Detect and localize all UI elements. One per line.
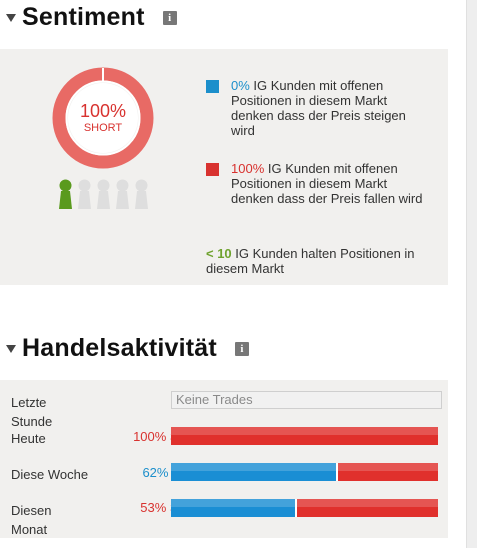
client-count-value: < 10 xyxy=(206,246,232,261)
person-icon xyxy=(78,179,91,209)
row-label-today: Heute xyxy=(11,431,46,446)
short-description: IG Kunden mit offenen Positionen in dies… xyxy=(231,161,423,206)
donut-percent: 100% xyxy=(79,101,127,121)
collapse-triangle-icon xyxy=(6,344,16,353)
page-scroll-strip xyxy=(466,0,477,548)
long-description: IG Kunden mit offenen Positionen in dies… xyxy=(231,78,406,138)
activity-section-toggle[interactable]: Handelsaktivität i xyxy=(6,334,249,363)
long-color-swatch xyxy=(206,80,219,93)
no-trades-field: Keine Trades xyxy=(171,391,442,409)
sentiment-donut-chart xyxy=(52,67,154,169)
collapse-triangle-icon xyxy=(6,13,16,22)
sentiment-title: Sentiment xyxy=(22,3,145,31)
person-icon xyxy=(97,179,110,209)
person-icon xyxy=(135,179,148,209)
client-count-icons xyxy=(57,179,150,209)
sentiment-section-toggle[interactable]: Sentiment i xyxy=(6,3,177,32)
info-icon[interactable]: i xyxy=(234,341,249,356)
donut-center xyxy=(68,83,138,153)
short-segment xyxy=(338,463,438,481)
legend-long: 0% IG Kunden mit offenen Positionen in d… xyxy=(206,78,431,138)
activity-title: Handelsaktivität xyxy=(22,334,217,362)
bar-week xyxy=(171,463,438,481)
donut-label-group: 100% SHORT xyxy=(52,67,154,169)
row-label-last-hour: Letzte Stunde xyxy=(11,395,53,429)
info-icon[interactable]: i xyxy=(162,10,177,25)
segment-divider xyxy=(295,499,297,517)
person-icon-highlighted xyxy=(59,179,72,209)
short-color-swatch xyxy=(206,163,219,176)
long-segment xyxy=(171,463,336,481)
bar-month xyxy=(171,499,438,517)
segment-divider xyxy=(336,463,338,481)
bar-today xyxy=(171,427,438,445)
person-icon xyxy=(116,179,129,209)
row-label-week: Diese Woche xyxy=(11,467,89,482)
client-count-note: < 10 IG Kunden halten Positionen in dies… xyxy=(206,246,426,276)
legend-short: 100% IG Kunden mit offenen Positionen in… xyxy=(206,161,431,206)
donut-direction: SHORT xyxy=(83,122,123,134)
donut-inner-ring xyxy=(65,80,141,156)
short-segment xyxy=(297,499,438,517)
short-segment xyxy=(171,427,438,445)
short-percent: 100% xyxy=(231,161,265,176)
long-segment xyxy=(171,499,295,517)
long-percent: 0% xyxy=(231,78,250,93)
row-label-month: Diesen Monat xyxy=(11,503,52,537)
client-count-text: IG Kunden halten Positionen in diesem Ma… xyxy=(206,246,415,276)
